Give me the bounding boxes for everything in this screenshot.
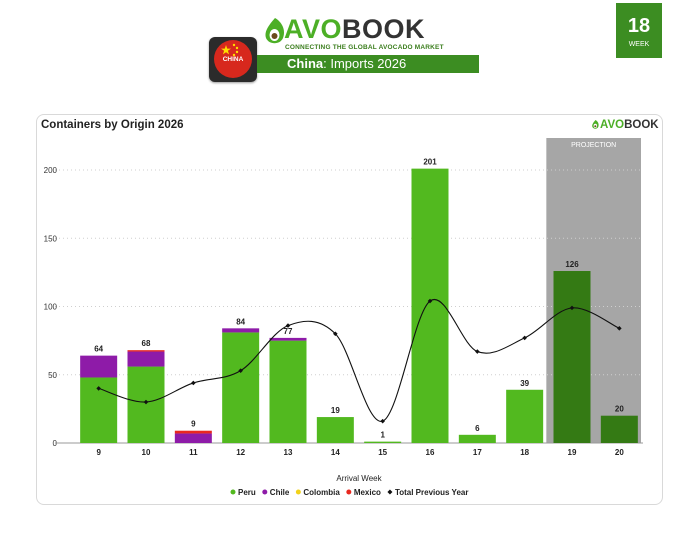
previous-year-point-week-15 [380, 418, 385, 424]
legend-label-colombia: Colombia [303, 488, 340, 497]
x-tick-16: 16 [426, 448, 435, 457]
x-tick-15: 15 [378, 448, 387, 457]
previous-year-point-week-12 [238, 368, 243, 373]
bar-mexico-week-10 [127, 350, 165, 352]
y-tick-200: 200 [44, 166, 58, 175]
china-flag-icon: CHINA [214, 40, 252, 78]
x-tick-11: 11 [189, 448, 198, 457]
legend-swatch-total-previous-year [387, 489, 393, 495]
legend-swatch-mexico [346, 489, 352, 495]
bar-peru-week-12 [222, 332, 260, 443]
avocado-icon [265, 18, 285, 44]
previous-year-point-week-9 [96, 386, 101, 391]
chart-title: Containers by Origin 2026 [41, 119, 184, 131]
week-label: WEEK [628, 41, 650, 48]
previous-year-point-week-16 [427, 298, 433, 304]
legend-label-chile: Chile [270, 488, 290, 497]
bar-peru-week-19 [553, 271, 591, 443]
brand-name: AVOBOOK [284, 14, 426, 44]
y-tick-100: 100 [44, 303, 58, 312]
legend-label-peru: Peru [238, 488, 256, 497]
x-tick-14: 14 [331, 448, 340, 457]
bar-chile-week-9 [80, 355, 118, 378]
x-tick-10: 10 [142, 448, 151, 457]
y-tick-50: 50 [48, 371, 57, 380]
total-label-week-20: 20 [615, 405, 624, 414]
country-name: China [287, 56, 324, 71]
legend-swatch-colombia [295, 489, 301, 495]
legend-swatch-chile [262, 489, 268, 495]
total-label-week-16: 201 [423, 158, 437, 167]
total-label-week-11: 9 [191, 420, 196, 429]
total-label-week-18: 39 [520, 379, 529, 388]
x-tick-19: 19 [568, 448, 577, 457]
x-tick-13: 13 [284, 448, 293, 457]
bar-chile-week-10 [127, 351, 165, 367]
x-axis-label: Arrival Week [336, 474, 382, 483]
bar-chile-week-11 [174, 433, 212, 443]
x-tick-17: 17 [473, 448, 482, 457]
previous-year-point-week-19 [569, 305, 575, 311]
total-label-week-15: 1 [380, 431, 385, 440]
china-flag-badge: CHINA [209, 37, 257, 82]
bar-chile-week-13 [269, 337, 307, 341]
x-tick-12: 12 [236, 448, 245, 457]
chart-logo: AVOBOOK [591, 119, 659, 131]
total-label-week-10: 68 [142, 339, 151, 348]
projection-label: PROJECTION [571, 142, 616, 149]
legend-label-total-previous-year: Total Previous Year [395, 488, 469, 497]
bar-peru-week-13 [269, 340, 307, 443]
previous-year-point-week-13 [285, 323, 291, 328]
week-badge: 18 WEEK [616, 3, 662, 58]
total-label-week-12: 84 [236, 317, 245, 326]
total-label-week-14: 19 [331, 406, 340, 415]
brand-tagline: CONNECTING THE GLOBAL AVOCADO MARKET [285, 44, 444, 51]
total-label-week-17: 6 [475, 424, 480, 433]
bar-peru-week-16 [411, 168, 449, 443]
x-tick-9: 9 [96, 448, 101, 457]
previous-year-point-week-10 [143, 399, 149, 405]
avocado-icon [592, 120, 599, 130]
total-label-week-13: 77 [284, 327, 293, 336]
page-subtitle-banner: China: Imports 2026 [257, 55, 479, 73]
total-label-week-9: 64 [94, 345, 103, 354]
previous-year-point-week-11 [191, 380, 196, 386]
legend: Peru Chile Colombia Mexico Total Previous Ye… [230, 488, 469, 497]
avobook-logo: AVOBOOK CONNECTING THE GLOBAL AVOCADO MA… [262, 14, 444, 54]
bar-peru-week-15 [364, 441, 402, 443]
bar-peru-week-20 [600, 415, 638, 443]
bar-mexico-week-11 [174, 430, 212, 434]
previous-year-point-week-14 [333, 331, 338, 337]
previous-year-point-week-18 [522, 335, 527, 341]
bar-peru-week-17 [458, 434, 496, 443]
legend-swatch-peru [230, 489, 236, 495]
week-number: 18 [627, 15, 651, 37]
x-tick-18: 18 [520, 448, 529, 457]
bar-peru-week-18 [506, 389, 544, 443]
total-label-week-19: 126 [565, 260, 579, 269]
x-tick-20: 20 [615, 448, 624, 457]
previous-year-point-week-17 [475, 349, 480, 354]
flag-country-label: CHINA [222, 56, 244, 63]
bar-peru-week-10 [127, 366, 165, 443]
bar-peru-week-14 [316, 417, 354, 443]
legend-label-mexico: Mexico [354, 488, 381, 497]
y-tick-150: 150 [44, 234, 58, 243]
previous-year-point-week-20 [617, 326, 622, 331]
subtitle-text: : Imports 2026 [323, 56, 407, 71]
bar-chile-week-12 [222, 328, 260, 333]
